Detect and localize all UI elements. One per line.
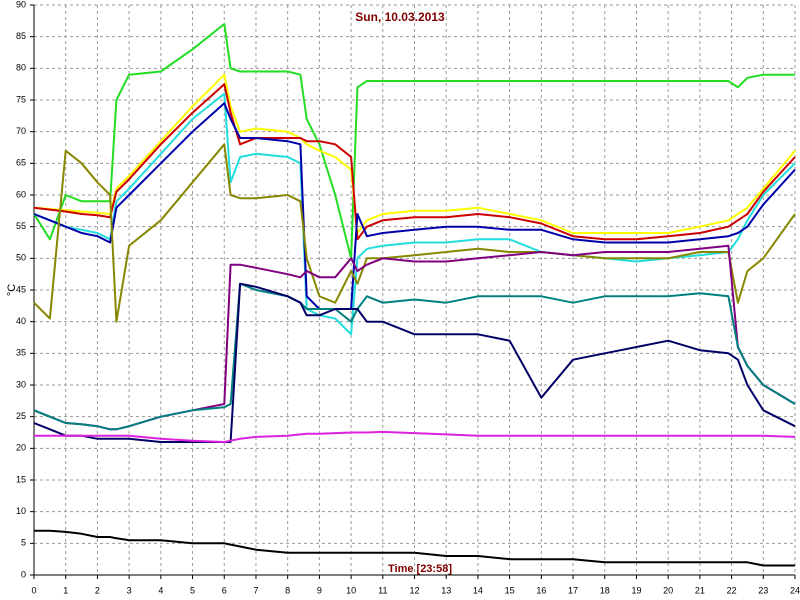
series-line <box>33 282 796 443</box>
x-tick-label: 19 <box>631 585 641 595</box>
y-tick-label: 45 <box>16 284 26 294</box>
x-tick-label: 7 <box>253 585 258 595</box>
y-tick-label: 75 <box>16 94 26 104</box>
x-tick-label: 17 <box>568 585 578 595</box>
series-line <box>33 73 796 234</box>
series-line <box>33 83 796 241</box>
series-line <box>34 529 795 567</box>
x-tick-label: 20 <box>663 585 673 595</box>
x-tick-label: 2 <box>95 585 100 595</box>
y-tick-label: 85 <box>16 31 26 41</box>
series-line <box>33 23 795 260</box>
x-tick-label: 4 <box>158 585 163 595</box>
x-tick-label: 16 <box>536 585 546 595</box>
y-tick-label: 30 <box>16 379 26 389</box>
x-tick-label: 10 <box>346 585 356 595</box>
x-tick-label: 3 <box>127 585 132 595</box>
y-tick-label: 60 <box>16 189 26 199</box>
y-tick-label: 5 <box>21 538 26 548</box>
y-tick-label: 0 <box>21 569 26 579</box>
x-tick-label: 21 <box>695 585 705 595</box>
chart-title: Sun, 10.03.2013 <box>355 10 445 24</box>
y-tick-label: 35 <box>16 348 26 358</box>
y-axis-label: °C <box>6 284 18 296</box>
x-tick-label: 24 <box>790 585 800 595</box>
x-tick-label: 6 <box>222 585 227 595</box>
x-tick-label: 22 <box>727 585 737 595</box>
x-tick-label: 5 <box>190 585 195 595</box>
grid <box>30 4 796 579</box>
x-tick-label: 0 <box>31 585 36 595</box>
x-tick-label: 9 <box>317 585 322 595</box>
x-tick-label: 8 <box>285 585 290 595</box>
y-tick-label: 10 <box>16 506 26 516</box>
series-line <box>33 282 796 431</box>
x-tick-label: 18 <box>600 585 610 595</box>
x-tick-label: 13 <box>441 585 451 595</box>
y-tick-label: 80 <box>16 63 26 73</box>
y-tick-label: 25 <box>16 411 26 421</box>
y-tick-label: 50 <box>16 253 26 263</box>
x-tick-label: 11 <box>378 585 387 595</box>
y-tick-label: 70 <box>16 126 26 136</box>
series-line <box>33 143 796 323</box>
x-tick-label: 15 <box>505 585 515 595</box>
x-tick-label: 23 <box>758 585 768 595</box>
lines <box>33 23 796 567</box>
y-tick-label: 90 <box>16 0 26 9</box>
y-tick-label: 65 <box>16 158 26 168</box>
x-axis-label: Time [23:58] <box>388 563 452 575</box>
y-tick-label: 20 <box>16 443 26 453</box>
y-tick-label: 55 <box>16 221 26 231</box>
x-tick-label: 12 <box>409 585 419 595</box>
y-tick-label: 15 <box>16 474 26 484</box>
y-tick-label: 40 <box>16 316 26 326</box>
x-tick-label: 14 <box>473 585 483 595</box>
series-line <box>34 430 796 443</box>
x-tick-label: 1 <box>63 585 68 595</box>
